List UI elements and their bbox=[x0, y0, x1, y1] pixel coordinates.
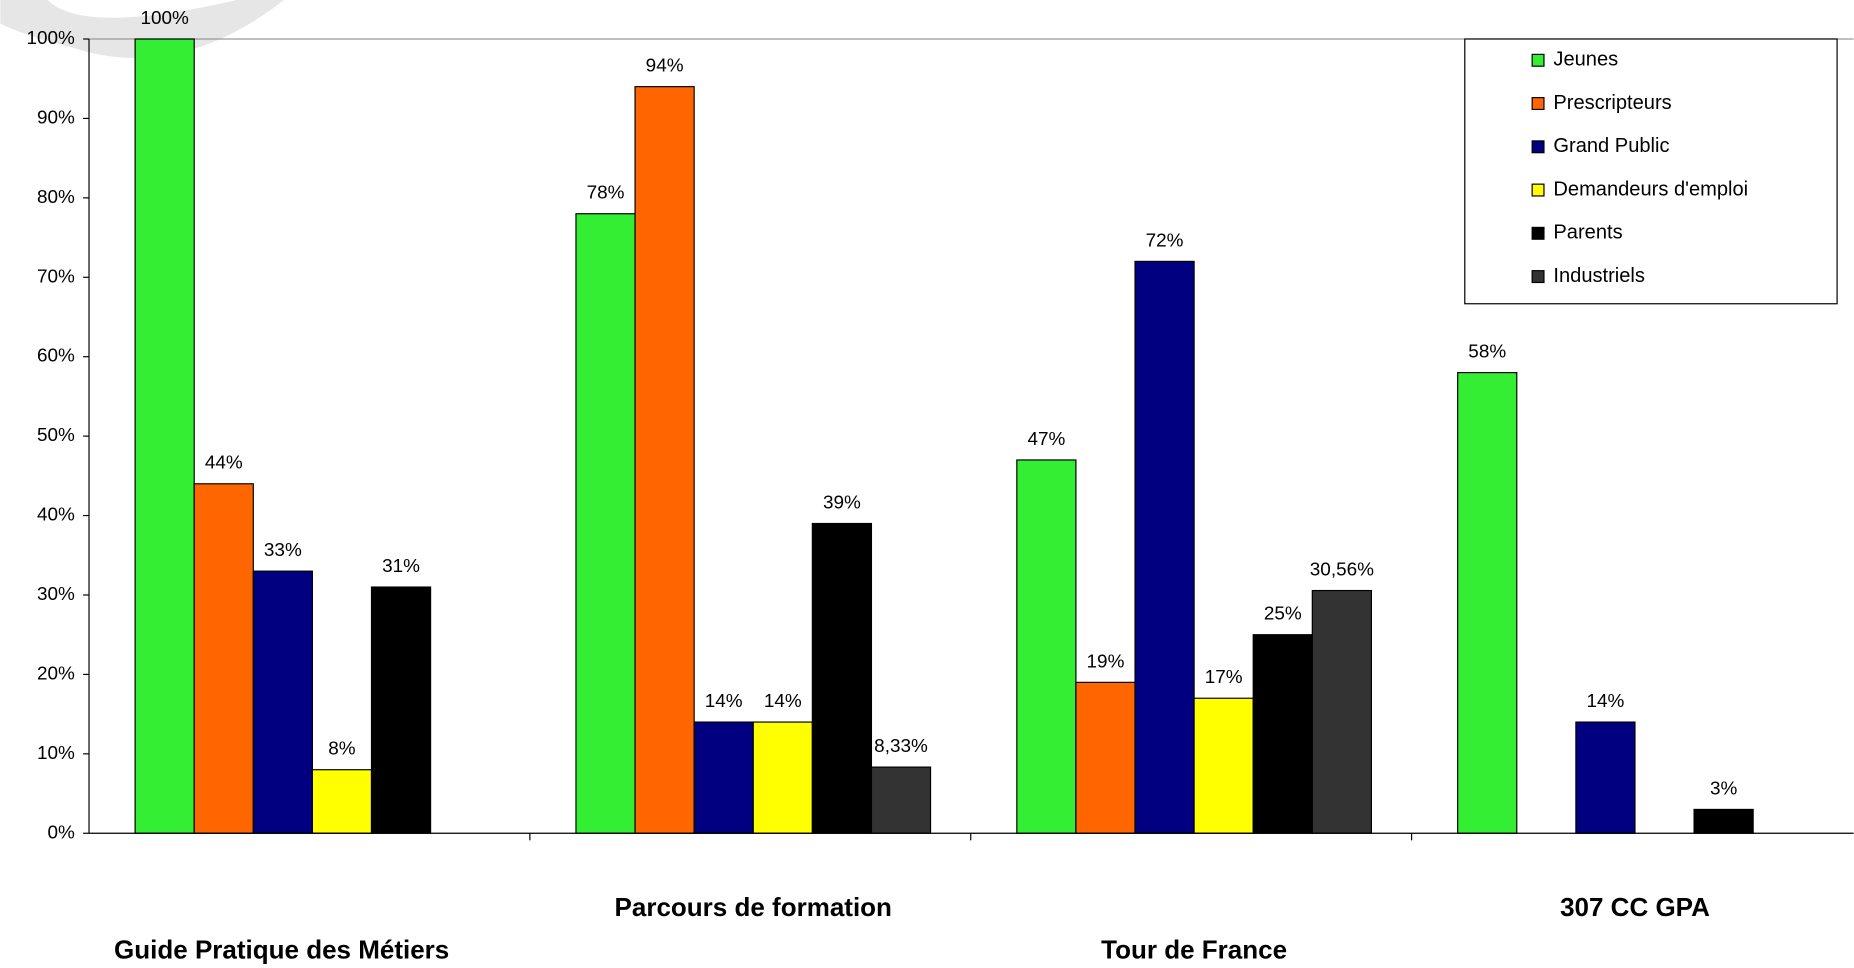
value-label: 100% bbox=[140, 8, 189, 29]
legend-swatch bbox=[1531, 226, 1545, 240]
y-tick-label: 30% bbox=[37, 584, 75, 605]
y-tick-label: 0% bbox=[48, 822, 76, 843]
bar bbox=[1575, 721, 1636, 834]
value-label: 44% bbox=[205, 453, 243, 474]
bar bbox=[134, 38, 195, 834]
value-label: 17% bbox=[1205, 667, 1243, 688]
y-tick-label: 90% bbox=[37, 107, 75, 128]
y-tick-label: 40% bbox=[37, 505, 75, 526]
value-label: 25% bbox=[1264, 604, 1302, 625]
bar bbox=[811, 522, 873, 834]
value-label: 78% bbox=[587, 183, 625, 204]
legend-label: Industriels bbox=[1553, 265, 1645, 287]
y-tick-label: 80% bbox=[37, 187, 75, 208]
value-label: 8% bbox=[328, 739, 356, 760]
value-label: 58% bbox=[1468, 341, 1506, 362]
y-tick-label: 60% bbox=[37, 346, 75, 367]
value-label: 33% bbox=[264, 540, 302, 561]
x-tick-label: Tour de France bbox=[1101, 934, 1287, 964]
legend-label: Prescripteurs bbox=[1553, 92, 1671, 114]
value-label: 14% bbox=[1587, 691, 1625, 712]
y-tick-label: 20% bbox=[37, 663, 75, 684]
bar bbox=[634, 86, 695, 834]
bar bbox=[575, 213, 636, 834]
x-tick-label: 307 CC GPA bbox=[1560, 892, 1710, 922]
value-label: 30,56% bbox=[1310, 559, 1374, 580]
bar bbox=[752, 721, 813, 834]
x-tick-label: Guide Pratique des Métiers bbox=[114, 934, 449, 964]
legend-swatch bbox=[1531, 270, 1545, 284]
y-tick-label: 10% bbox=[37, 743, 75, 764]
legend-label: Jeunes bbox=[1553, 49, 1618, 71]
value-label: 14% bbox=[705, 691, 743, 712]
x-tick-label: Parcours de formation bbox=[615, 892, 892, 922]
decoration bbox=[0, 0, 285, 58]
bar bbox=[1193, 697, 1254, 834]
value-label: 47% bbox=[1027, 429, 1065, 450]
y-tick-label: 50% bbox=[37, 425, 75, 446]
bar bbox=[1134, 260, 1195, 834]
bar bbox=[1016, 459, 1077, 834]
value-label: 39% bbox=[823, 492, 861, 513]
bar bbox=[252, 570, 313, 834]
bar bbox=[1075, 681, 1136, 834]
legend-swatch bbox=[1531, 97, 1545, 111]
legend-label: Grand Public bbox=[1553, 135, 1669, 157]
value-label: 14% bbox=[764, 691, 802, 712]
value-label: 3% bbox=[1710, 778, 1738, 799]
bar bbox=[1252, 634, 1313, 834]
legend-swatch bbox=[1531, 183, 1545, 197]
bar bbox=[1693, 808, 1754, 834]
legend bbox=[1464, 38, 1838, 305]
bar bbox=[870, 766, 932, 834]
value-label: 94% bbox=[646, 56, 684, 77]
value-label: 72% bbox=[1146, 230, 1184, 251]
value-label: 31% bbox=[382, 556, 420, 577]
value-label: 8,33% bbox=[874, 736, 928, 757]
bar bbox=[693, 721, 754, 834]
bar bbox=[193, 483, 254, 834]
legend-swatch bbox=[1531, 140, 1545, 154]
bar bbox=[311, 769, 373, 834]
value-label: 19% bbox=[1087, 651, 1125, 672]
y-tick-label: 100% bbox=[26, 28, 75, 49]
y-tick-label: 70% bbox=[37, 266, 75, 287]
bar bbox=[1311, 589, 1372, 834]
legend-label: Demandeurs d'emploi bbox=[1553, 178, 1748, 200]
legend-label: Parents bbox=[1553, 222, 1622, 244]
bar bbox=[1457, 372, 1518, 834]
legend-swatch bbox=[1531, 53, 1545, 67]
bar bbox=[370, 586, 432, 834]
